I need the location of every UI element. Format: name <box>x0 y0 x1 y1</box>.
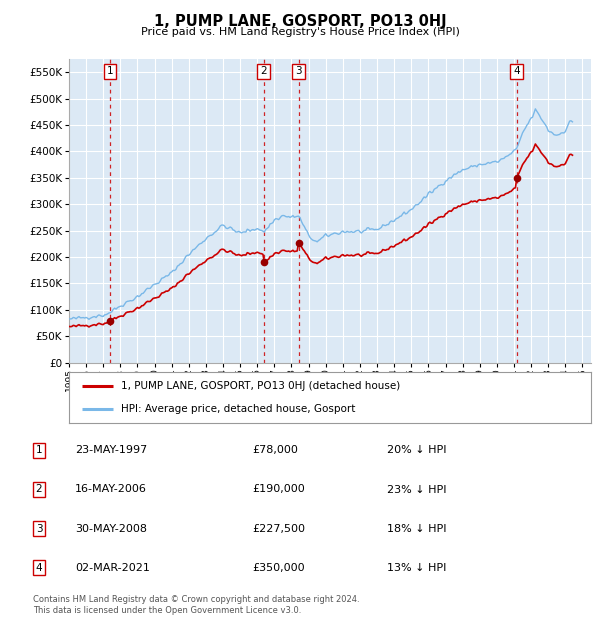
Text: 4: 4 <box>514 66 520 76</box>
Text: 3: 3 <box>295 66 302 76</box>
Text: £350,000: £350,000 <box>252 562 305 573</box>
Text: Contains HM Land Registry data © Crown copyright and database right 2024.: Contains HM Land Registry data © Crown c… <box>33 595 359 604</box>
Text: 1: 1 <box>35 445 43 456</box>
Text: 4: 4 <box>35 562 43 573</box>
Text: 02-MAR-2021: 02-MAR-2021 <box>75 562 150 573</box>
Text: 23-MAY-1997: 23-MAY-1997 <box>75 445 147 456</box>
Text: 1, PUMP LANE, GOSPORT, PO13 0HJ: 1, PUMP LANE, GOSPORT, PO13 0HJ <box>154 14 446 29</box>
Text: £190,000: £190,000 <box>252 484 305 495</box>
Text: 23% ↓ HPI: 23% ↓ HPI <box>387 484 446 495</box>
Text: £227,500: £227,500 <box>252 523 305 534</box>
Text: This data is licensed under the Open Government Licence v3.0.: This data is licensed under the Open Gov… <box>33 606 301 615</box>
Text: 16-MAY-2006: 16-MAY-2006 <box>75 484 147 495</box>
Text: 18% ↓ HPI: 18% ↓ HPI <box>387 523 446 534</box>
Text: HPI: Average price, detached house, Gosport: HPI: Average price, detached house, Gosp… <box>121 404 356 414</box>
Text: 2: 2 <box>35 484 43 495</box>
Text: 3: 3 <box>35 523 43 534</box>
Text: 20% ↓ HPI: 20% ↓ HPI <box>387 445 446 456</box>
Text: £78,000: £78,000 <box>252 445 298 456</box>
Text: 2: 2 <box>260 66 267 76</box>
Text: Price paid vs. HM Land Registry's House Price Index (HPI): Price paid vs. HM Land Registry's House … <box>140 27 460 37</box>
Text: 30-MAY-2008: 30-MAY-2008 <box>75 523 147 534</box>
Text: 13% ↓ HPI: 13% ↓ HPI <box>387 562 446 573</box>
Text: 1, PUMP LANE, GOSPORT, PO13 0HJ (detached house): 1, PUMP LANE, GOSPORT, PO13 0HJ (detache… <box>121 381 400 391</box>
Text: 1: 1 <box>106 66 113 76</box>
